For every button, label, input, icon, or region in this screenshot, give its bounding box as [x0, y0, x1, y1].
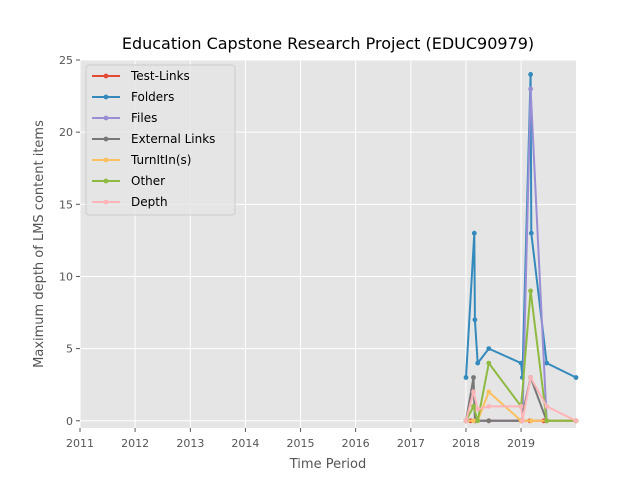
x-axis-label: Time Period [289, 457, 366, 472]
data-point [486, 360, 492, 366]
legend-label: External Links [131, 132, 215, 146]
y-axis-ticks: 0 5 10 15 20 25 [59, 54, 80, 428]
data-point [573, 418, 579, 424]
series-line [465, 376, 576, 422]
data-point [528, 418, 534, 424]
series-layer [463, 72, 579, 424]
legend-marker [103, 178, 109, 184]
legend-item: Other [92, 174, 165, 188]
legend-marker [103, 73, 109, 79]
y-tick-label: 15 [59, 198, 73, 211]
data-point [486, 404, 492, 409]
y-tick-label: 25 [59, 54, 73, 67]
data-point [471, 389, 476, 395]
data-point [471, 418, 476, 424]
data-point [528, 72, 533, 77]
data-point [475, 418, 481, 424]
legend-label: Depth [131, 195, 168, 209]
y-tick-label: 10 [59, 270, 73, 283]
data-point [528, 288, 533, 294]
legend-item: External Links [92, 132, 215, 146]
data-point [486, 418, 492, 424]
x-axis-ticks: 2011 2012 2013 2014 2015 2016 2017 2018 2019 [66, 428, 535, 450]
data-point [475, 406, 481, 412]
data-point [573, 375, 579, 380]
legend-item: Folders [92, 90, 174, 104]
chart-title: Education Capstone Research Project (EDU… [122, 34, 534, 53]
data-point [528, 86, 533, 92]
x-tick-label: 2017 [397, 437, 425, 450]
data-point [544, 418, 550, 424]
data-point [463, 375, 469, 380]
data-point [544, 360, 550, 366]
y-tick-label: 20 [59, 126, 73, 139]
data-point [518, 360, 524, 366]
x-tick-label: 2016 [342, 437, 370, 450]
data-point [528, 230, 534, 236]
legend-box [85, 64, 236, 216]
legend-marker [103, 157, 109, 163]
data-point [475, 360, 481, 366]
x-tick-label: 2012 [121, 437, 149, 450]
data-point [518, 404, 524, 409]
legend-marker [103, 115, 109, 121]
y-tick-label: 0 [66, 415, 73, 428]
legend-marker [103, 199, 109, 205]
legend-item: Test-Links [92, 69, 190, 83]
legend-marker [103, 136, 109, 142]
data-point [486, 346, 492, 351]
y-axis-label: Maximum depth of LMS content items [32, 120, 47, 368]
legend-label: Files [131, 111, 157, 125]
legend-label: Other [131, 174, 165, 188]
legend: Test-Links Folders Files External Links Turn… [85, 64, 236, 216]
series-folders [463, 72, 579, 380]
legend-item: TurnItIn(s) [92, 153, 191, 167]
x-tick-label: 2011 [66, 437, 94, 450]
x-tick-label: 2018 [452, 437, 480, 450]
x-tick-label: 2015 [287, 437, 315, 450]
x-tick-label: 2013 [176, 437, 204, 450]
legend-marker [103, 94, 109, 100]
data-point [471, 375, 476, 380]
legend-label: Folders [131, 90, 174, 104]
legend-item: Files [92, 111, 157, 125]
x-tick-label: 2019 [507, 437, 535, 450]
series-line [465, 289, 576, 422]
series-depth [463, 375, 579, 424]
x-tick-label: 2014 [231, 437, 259, 450]
data-point [520, 418, 525, 424]
data-point [528, 375, 533, 380]
data-point [472, 317, 478, 323]
data-point [471, 230, 477, 236]
data-point [463, 418, 469, 424]
legend-label: TurnItIn(s) [130, 153, 191, 167]
data-point [486, 389, 492, 395]
y-tick-label: 5 [66, 343, 73, 356]
data-point [471, 404, 476, 409]
data-point [544, 404, 550, 409]
legend-item: Depth [92, 195, 168, 209]
legend-label: Test-Links [130, 69, 190, 83]
